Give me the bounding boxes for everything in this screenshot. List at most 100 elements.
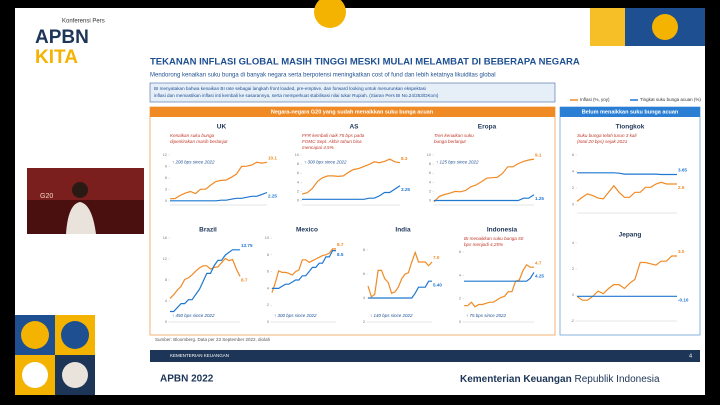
y-tick-label: 16 (163, 236, 167, 240)
since-label: ↑ 300 bps since 2022 (304, 160, 347, 165)
quote-box (149, 82, 556, 103)
panel-title: UK (217, 124, 227, 131)
rate-line (170, 191, 268, 202)
panel-title: AS (349, 124, 359, 131)
slide-title: TEKANAN INFLASI GLOBAL MASIH TINGGI MESK… (150, 57, 580, 68)
y-tick-label: 2 (572, 186, 574, 190)
y-tick-label: 4 (572, 170, 574, 174)
rate-end-label: 3.25 (401, 187, 410, 192)
presenter (66, 202, 96, 234)
rate-end-label: 8.5 (337, 252, 344, 257)
left-header-bar (150, 107, 555, 117)
inflation-end-label: 10.1 (268, 156, 277, 161)
y-tick-label: 6 (363, 272, 365, 276)
y-tick-label: 0 (165, 199, 167, 203)
inflation-line (169, 257, 241, 299)
y-tick-label: 2 (572, 267, 574, 271)
y-tick-label: 8 (297, 162, 299, 166)
rate-end-label: -0.10 (678, 298, 689, 303)
y-tick-label: 2 (363, 320, 365, 324)
y-tick-label: 8 (363, 248, 365, 252)
panel-title: Mexico (296, 227, 318, 234)
rate-line (170, 249, 240, 313)
left-header: Negara-negara G20 yang sudah menaikkan s… (271, 109, 434, 115)
y-tick-label: 4 (459, 273, 461, 277)
legend-label: Tingkat suku bunga acuan (%) (640, 97, 701, 102)
pattern (15, 315, 95, 395)
y-tick-label: 3 (165, 188, 167, 192)
since-label: ↑ 300 bps since 2022 (274, 313, 317, 318)
footer-org: KEMENTERIAN KEUANGAN (170, 353, 229, 358)
y-tick-label: 0 (267, 320, 269, 324)
panel-note: Kenaikan suku bunga (170, 133, 215, 138)
panel-title: Brazil (199, 227, 217, 234)
y-tick-label: 0 (165, 320, 167, 324)
y-tick-label: 8 (165, 278, 167, 282)
panel-note: Tren kenaikan suku (434, 133, 474, 138)
presenter (72, 182, 88, 198)
slide-footer-bar (150, 350, 700, 362)
legend-label: Inflasi (%, yoy) (580, 97, 610, 102)
inflation-line (576, 181, 677, 202)
rate-end-label: 3.65 (678, 168, 687, 173)
footer-org-bold: Kementerian Keuangan (460, 374, 572, 385)
inflation-end-label: 3.0 (678, 249, 685, 254)
y-tick-label: 12 (163, 257, 167, 261)
panel-title: Eropa (478, 124, 497, 131)
rate-line (434, 194, 535, 202)
rate-end-label: 1.25 (535, 196, 544, 201)
y-tick-label: 6 (165, 176, 167, 180)
panel-note: (total 20 bps) sejak 2021 (577, 139, 628, 144)
inflation-end-label: 8.7 (241, 278, 248, 283)
inflation-line (464, 263, 534, 308)
rate-end-label: 2.25 (268, 194, 277, 199)
y-tick-label: 0 (572, 293, 574, 297)
inflation-end-label: 8.3 (401, 156, 408, 161)
y-tick-label: 0 (297, 198, 299, 202)
panel-note: diperkirakan masih berlanjut (170, 139, 228, 144)
y-tick-label: 6 (429, 171, 431, 175)
y-tick-label: 2 (459, 297, 461, 301)
y-tick-label: 0 (429, 198, 431, 202)
since-label: ↑ 450 bps since 2022 (172, 313, 215, 318)
panel-note: BI menaikkan suku bunga 50 (464, 236, 524, 241)
panel-note: FFR kembali naik 75 bps pada (302, 133, 365, 138)
since-label: ↑ 125 bps since 2022 (436, 160, 479, 165)
panel-title: Jepang (619, 232, 642, 239)
slide-subtitle: Mendorong kenaikan suku bunga di banyak … (150, 73, 496, 79)
right-header: Belum menaikkan suku bunga acuan (582, 109, 679, 115)
y-tick-label: 4 (572, 241, 574, 245)
y-tick-label: -2 (571, 319, 574, 323)
y-tick-label: 4 (429, 180, 431, 184)
panel-note: mencapai 4,5% (302, 145, 334, 150)
since-label: ↑ 140 bps since 2022 (370, 313, 413, 318)
y-tick-label: 2 (429, 189, 431, 193)
y-tick-label: 4 (267, 286, 269, 290)
inflation-line (301, 158, 401, 195)
rate-line (302, 185, 401, 200)
rate-line (464, 272, 535, 282)
panel-title: India (395, 227, 411, 234)
deco (314, 0, 346, 28)
rate-end-label: 4.25 (535, 274, 544, 279)
y-tick-label: 8 (429, 162, 431, 166)
deco (652, 14, 678, 40)
y-tick-label: 4 (363, 296, 365, 300)
inflation-line (576, 255, 677, 301)
inflation-line (367, 250, 433, 298)
inflation-line (169, 161, 268, 200)
y-tick-label: 2 (267, 303, 269, 307)
y-tick-label: 2 (297, 189, 299, 193)
y-tick-label: 8 (267, 253, 269, 257)
inflation-end-label: 8.7 (337, 242, 344, 247)
y-tick-label: 6 (572, 153, 574, 157)
y-tick-label: 6 (459, 250, 461, 254)
quote: inflasi dan memastikan inflasi inti kemb… (154, 93, 439, 98)
rate-line (368, 280, 432, 299)
y-tick-label: 9 (165, 165, 167, 169)
kicker: Konferensi Pers (62, 19, 105, 25)
panel-title: Tiongkok (616, 124, 645, 131)
rate-line (272, 250, 336, 289)
y-tick-label: 10 (427, 153, 431, 157)
